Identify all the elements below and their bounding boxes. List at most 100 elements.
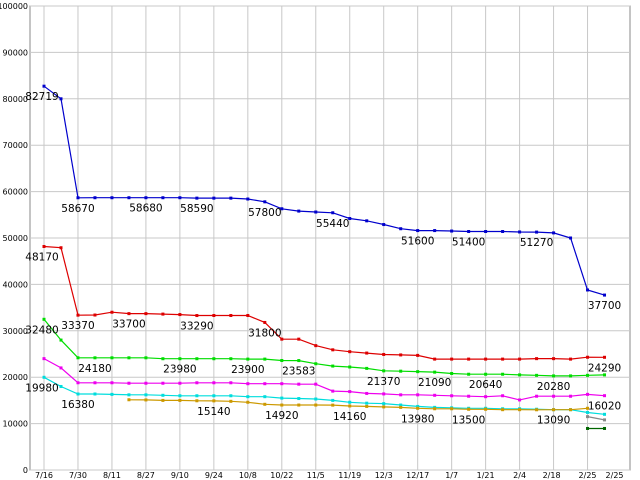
series-point bbox=[195, 196, 199, 200]
series-point bbox=[331, 211, 335, 215]
series-point bbox=[314, 397, 318, 401]
series-point bbox=[229, 399, 233, 403]
series-point bbox=[263, 200, 267, 204]
y-tick-label: 70000 bbox=[3, 141, 28, 150]
data-label: 31800 bbox=[248, 327, 281, 339]
series-point bbox=[263, 395, 267, 399]
data-label: 16020 bbox=[588, 401, 621, 413]
series-line bbox=[43, 376, 605, 415]
data-label: 20640 bbox=[469, 379, 502, 391]
series-point bbox=[569, 394, 573, 398]
series-point bbox=[93, 313, 97, 317]
series-point bbox=[399, 353, 403, 357]
y-tick-label: 50000 bbox=[3, 234, 28, 243]
series-point bbox=[263, 402, 267, 406]
series-point bbox=[144, 356, 148, 360]
x-tick-label: 2/4 bbox=[513, 471, 526, 480]
series-line bbox=[43, 318, 605, 377]
series-point bbox=[399, 393, 403, 397]
series-point bbox=[450, 394, 454, 398]
series-point bbox=[59, 246, 63, 250]
x-tick-label: 7/16 bbox=[35, 471, 53, 480]
series-point bbox=[348, 390, 352, 394]
series-point bbox=[603, 418, 607, 422]
data-label: 55440 bbox=[316, 218, 349, 230]
series-point bbox=[314, 403, 318, 407]
series-point bbox=[178, 357, 182, 361]
series-point bbox=[195, 394, 199, 398]
y-tick-label: 20000 bbox=[3, 373, 28, 382]
series-point bbox=[127, 312, 131, 316]
series-point bbox=[195, 381, 199, 385]
series-point bbox=[229, 394, 233, 398]
series-point bbox=[212, 313, 216, 317]
x-tick-label: 11/19 bbox=[338, 471, 361, 480]
x-tick-label: 12/17 bbox=[406, 471, 429, 480]
y-tick-label: 0 bbox=[23, 466, 28, 475]
series-point bbox=[93, 196, 97, 200]
series-point bbox=[246, 313, 250, 317]
series-point bbox=[365, 401, 369, 405]
series-point bbox=[603, 373, 607, 377]
series-point bbox=[263, 357, 267, 361]
series-point bbox=[331, 398, 335, 402]
x-tick-label: 2/25 bbox=[579, 471, 597, 480]
series-point bbox=[552, 231, 556, 235]
data-label: 13980 bbox=[401, 413, 434, 425]
data-label: 51400 bbox=[452, 237, 485, 249]
series-point bbox=[399, 403, 403, 407]
data-label: 23980 bbox=[163, 364, 196, 376]
series-point bbox=[433, 229, 437, 233]
data-label: 15140 bbox=[197, 406, 230, 418]
series-point bbox=[212, 394, 216, 398]
series-point bbox=[569, 236, 573, 240]
data-label: 58670 bbox=[61, 203, 94, 215]
series-point bbox=[263, 382, 267, 386]
series-point bbox=[382, 402, 386, 406]
series-point bbox=[501, 372, 505, 376]
series-point bbox=[467, 372, 471, 376]
data-label: 33290 bbox=[180, 321, 213, 333]
series-point bbox=[59, 97, 63, 101]
series-point bbox=[110, 310, 114, 314]
data-label: 23900 bbox=[231, 364, 264, 376]
series-point bbox=[110, 196, 114, 200]
series-point bbox=[467, 394, 471, 398]
series-point bbox=[127, 398, 131, 402]
series-point bbox=[416, 353, 420, 357]
series-point bbox=[348, 400, 352, 404]
data-label: 21090 bbox=[418, 377, 451, 389]
series-point bbox=[552, 357, 556, 361]
series-point bbox=[399, 227, 403, 231]
series-point bbox=[586, 392, 590, 396]
series-point bbox=[348, 217, 352, 221]
series-point bbox=[127, 393, 131, 397]
series-point bbox=[586, 406, 590, 410]
series-point bbox=[450, 407, 454, 411]
data-label: 51600 bbox=[401, 236, 434, 248]
series-point bbox=[467, 357, 471, 361]
series-point bbox=[59, 338, 63, 342]
series-point bbox=[535, 394, 539, 398]
series-point bbox=[552, 374, 556, 378]
series-point bbox=[110, 356, 114, 360]
series-point bbox=[314, 362, 318, 366]
x-tick-label: 7/30 bbox=[69, 471, 87, 480]
data-label: 24180 bbox=[78, 363, 111, 375]
series-point bbox=[484, 372, 488, 376]
series-point bbox=[331, 389, 335, 393]
data-label: 13500 bbox=[452, 414, 485, 426]
series-point bbox=[603, 426, 607, 430]
series-point bbox=[195, 314, 199, 318]
series-point bbox=[586, 410, 590, 414]
data-label: 58590 bbox=[180, 203, 213, 215]
series-point bbox=[535, 230, 539, 234]
series-line bbox=[43, 245, 605, 360]
series-point bbox=[76, 381, 80, 385]
series-point bbox=[450, 357, 454, 361]
series-line bbox=[43, 358, 605, 401]
x-tick-label: 1/21 bbox=[477, 471, 495, 480]
series-point bbox=[76, 196, 80, 200]
series-line bbox=[587, 416, 605, 421]
y-axis: 0 10000 20000 30000 40000 50000 60000 70000 8000… bbox=[0, 2, 28, 475]
